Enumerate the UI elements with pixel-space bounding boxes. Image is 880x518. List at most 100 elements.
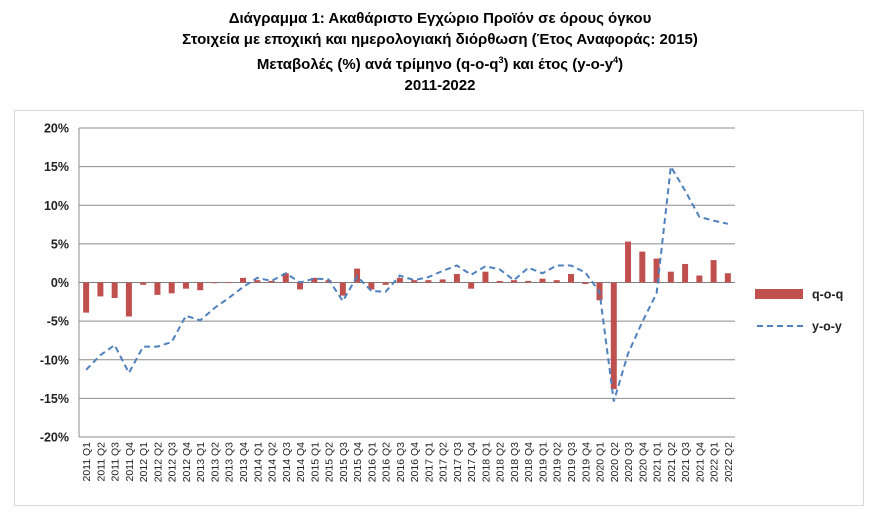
line-layer: [85, 163, 729, 402]
bar-q-o-q: [325, 280, 332, 283]
x-tick-label: 2022 Q2: [723, 442, 735, 482]
chart-title-line-3-main: Μεταβολές (%) ανά τρίμηνο (q-o-q: [256, 56, 499, 73]
bar-q-o-q: [496, 280, 503, 283]
x-tick-label: 2013 Q1: [195, 442, 207, 482]
x-tick-label: 2021 Q1: [652, 442, 664, 482]
bar-q-o-q: [311, 277, 318, 283]
bar-q-o-q: [211, 282, 218, 284]
bar-q-o-q: [339, 282, 346, 296]
bar-q-o-q: [510, 280, 517, 283]
bar-q-o-q: [197, 282, 204, 291]
x-tick-label: 2012 Q3: [167, 442, 179, 482]
x-tick-label: 2016 Q1: [366, 442, 378, 482]
bar-q-o-q: [225, 282, 232, 284]
bar-q-o-q: [254, 280, 261, 283]
bar-q-o-q: [396, 277, 403, 283]
footnote-ref-3: 3: [498, 55, 504, 65]
bar-q-o-q: [439, 279, 446, 283]
bar-q-o-q: [282, 273, 289, 283]
x-tick-label: 2020 Q1: [595, 442, 607, 482]
bar-q-o-q: [710, 260, 717, 283]
bar-q-o-q: [368, 282, 375, 290]
y-tick-label: 0%: [51, 276, 69, 290]
x-tick-label: 2016 Q3: [395, 442, 407, 482]
x-tick-label: 2016 Q4: [409, 442, 421, 482]
x-tick-label: 2014 Q3: [281, 442, 293, 482]
x-tick-label: 2014 Q4: [295, 442, 307, 482]
bar-q-o-q: [582, 282, 589, 285]
bar-q-o-q: [525, 280, 532, 283]
legend-label-q-o-q: q-o-q: [812, 288, 843, 302]
chart-title-line-3-mid: ) και έτος (y-o-y: [503, 56, 614, 73]
bar-q-o-q: [639, 251, 646, 283]
bar-q-o-q: [297, 282, 304, 290]
x-tick-label: 2017 Q3: [452, 442, 464, 482]
bar-q-o-q: [653, 258, 660, 283]
bar-q-o-q: [482, 271, 489, 283]
legend-label-y-o-y: y-o-y: [812, 320, 842, 334]
x-tick-label: 2011 Q4: [124, 442, 136, 482]
y-tick-label: 15%: [44, 160, 69, 174]
x-tick-label: 2021 Q3: [680, 442, 692, 482]
y-tick-label: -10%: [40, 353, 69, 367]
x-tick-label: 2020 Q4: [637, 442, 649, 482]
x-tick-label: 2013 Q2: [209, 442, 221, 482]
y-tick-label: -20%: [40, 431, 69, 445]
x-tick-label: 2021 Q2: [666, 442, 678, 482]
chart-title-line-3: Μεταβολές (%) ανά τρίμηνο (q-o-q3) και έ…: [0, 50, 880, 75]
x-tick-label: 2020 Q3: [623, 442, 635, 482]
x-tick-label: 2013 Q4: [238, 442, 250, 482]
chart-title-line-3-end: ): [618, 56, 624, 73]
bar-q-o-q: [240, 277, 246, 283]
x-tick-label: 2017 Q4: [466, 442, 478, 482]
bar-q-o-q: [625, 241, 632, 283]
y-tick-label: 10%: [44, 199, 69, 213]
grid-layer: [78, 127, 735, 438]
x-tick-label: 2015 Q2: [324, 442, 336, 482]
chart-frame: [14, 110, 864, 506]
x-tick-label: 2019 Q3: [566, 442, 578, 482]
bar-q-o-q: [667, 271, 674, 283]
x-tick-label: 2022 Q1: [709, 442, 721, 482]
x-tick-label: 2018 Q3: [509, 442, 521, 482]
bar-q-o-q: [468, 282, 475, 289]
x-tick-label: 2019 Q1: [537, 442, 549, 482]
x-tick-label: 2014 Q1: [252, 442, 264, 482]
x-tick-label: 2020 Q2: [609, 442, 621, 482]
bar-q-o-q: [168, 282, 175, 294]
line-y-o-y: [85, 163, 729, 402]
x-tick-label: 2013 Q3: [224, 442, 236, 482]
x-tick-label: 2018 Q1: [480, 442, 492, 482]
footnote-ref-4: 4: [613, 55, 619, 65]
y-tick-label: 5%: [51, 237, 69, 251]
chart-title-line-2: Στοιχεία με εποχική και ημερολογιακή διό…: [182, 31, 698, 48]
bars-layer: [83, 241, 731, 390]
bar-q-o-q: [682, 263, 689, 283]
bar-q-o-q: [553, 280, 560, 283]
x-tick-label: 2016 Q2: [381, 442, 393, 482]
legend: q-o-q y-o-y: [755, 288, 843, 334]
x-tick-label: 2011 Q1: [81, 442, 93, 482]
chart-title-line-1: Διάγραμμα 1: Ακαθάριστο Εγχώριο Προϊόν σ…: [228, 10, 652, 27]
chart-title-period: 2011-2022: [404, 77, 476, 94]
bar-q-o-q: [382, 282, 389, 285]
y-tick-label: -15%: [40, 392, 69, 406]
y-tick-label: -5%: [47, 315, 69, 329]
bar-q-o-q: [539, 278, 546, 283]
x-tick-label: 2012 Q2: [152, 442, 164, 482]
x-tick-label: 2017 Q1: [423, 442, 435, 482]
bar-q-o-q: [97, 282, 104, 297]
x-tick-label: 2019 Q4: [580, 442, 592, 482]
x-tick-label: 2015 Q1: [309, 442, 321, 482]
x-tick-label: 2014 Q2: [267, 442, 279, 482]
x-tick-label: 2011 Q2: [95, 442, 107, 482]
bar-q-o-q: [610, 282, 617, 390]
bar-q-o-q: [140, 282, 147, 285]
x-tick-label: 2015 Q4: [352, 442, 364, 482]
legend-swatch-q-o-q: [755, 289, 803, 299]
x-tick-label: 2012 Q4: [181, 442, 193, 482]
bar-q-o-q: [724, 273, 731, 283]
bar-q-o-q: [268, 280, 275, 283]
